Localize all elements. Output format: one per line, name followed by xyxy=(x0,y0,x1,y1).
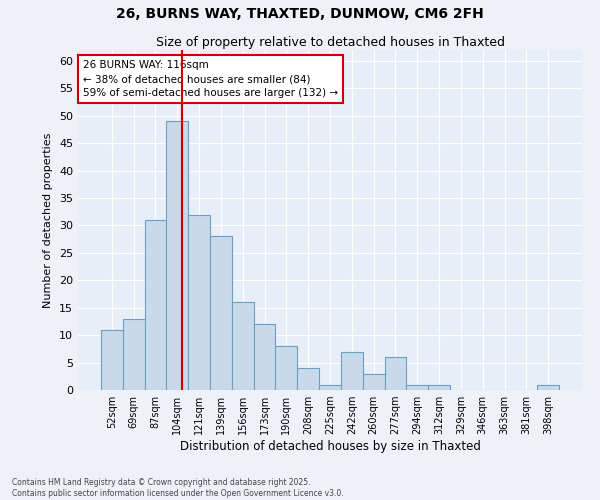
Bar xyxy=(232,302,254,390)
Bar xyxy=(275,346,297,390)
Bar xyxy=(123,318,145,390)
Bar xyxy=(428,384,450,390)
Text: 26 BURNS WAY: 116sqm
← 38% of detached houses are smaller (84)
59% of semi-detac: 26 BURNS WAY: 116sqm ← 38% of detached h… xyxy=(83,60,338,98)
Bar xyxy=(166,122,188,390)
Bar xyxy=(297,368,319,390)
Bar xyxy=(537,384,559,390)
Bar xyxy=(385,357,406,390)
Bar xyxy=(254,324,275,390)
Bar xyxy=(145,220,166,390)
X-axis label: Distribution of detached houses by size in Thaxted: Distribution of detached houses by size … xyxy=(179,440,481,453)
Title: Size of property relative to detached houses in Thaxted: Size of property relative to detached ho… xyxy=(155,36,505,49)
Text: 26, BURNS WAY, THAXTED, DUNMOW, CM6 2FH: 26, BURNS WAY, THAXTED, DUNMOW, CM6 2FH xyxy=(116,8,484,22)
Y-axis label: Number of detached properties: Number of detached properties xyxy=(43,132,53,308)
Bar xyxy=(101,330,123,390)
Bar xyxy=(188,214,210,390)
Bar xyxy=(406,384,428,390)
Bar xyxy=(210,236,232,390)
Text: Contains HM Land Registry data © Crown copyright and database right 2025.
Contai: Contains HM Land Registry data © Crown c… xyxy=(12,478,344,498)
Bar xyxy=(363,374,385,390)
Bar xyxy=(341,352,363,390)
Bar xyxy=(319,384,341,390)
